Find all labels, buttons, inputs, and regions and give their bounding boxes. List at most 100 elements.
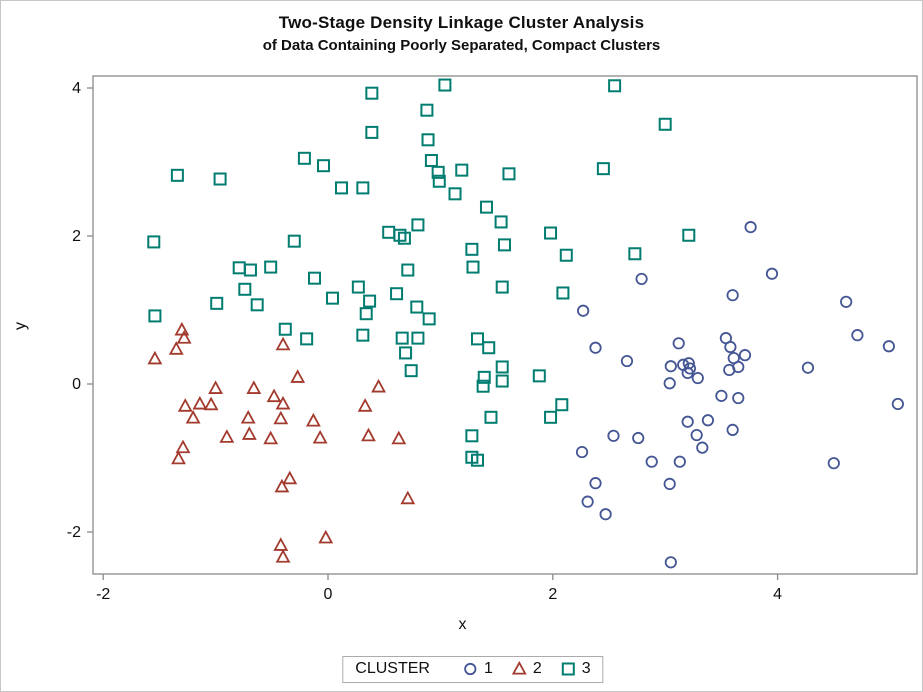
data-point-triangle bbox=[391, 430, 407, 445]
x-tick-label: 0 bbox=[324, 586, 333, 603]
data-point-triangle bbox=[371, 378, 386, 393]
data-point-triangle bbox=[275, 395, 291, 410]
data-point-triangle bbox=[361, 427, 376, 442]
data-point-square bbox=[232, 261, 246, 275]
data-point-square bbox=[210, 296, 224, 310]
data-point-square bbox=[628, 247, 642, 261]
data-point-square bbox=[476, 379, 490, 393]
data-point-circle bbox=[882, 340, 895, 353]
data-point-circle bbox=[673, 455, 686, 468]
y-tick-label: -2 bbox=[67, 524, 81, 541]
data-point-square bbox=[148, 309, 162, 323]
data-point-square bbox=[393, 228, 407, 242]
data-point-square bbox=[404, 364, 418, 378]
data-point-triangle bbox=[241, 426, 257, 440]
data-point-triangle bbox=[275, 549, 291, 563]
data-point-square bbox=[495, 360, 509, 374]
data-point-square bbox=[395, 331, 409, 345]
data-point-triangle bbox=[357, 398, 373, 412]
data-point-square bbox=[497, 238, 511, 252]
data-point-triangle bbox=[175, 439, 191, 454]
data-point-square bbox=[608, 79, 622, 93]
data-point-square bbox=[411, 331, 425, 345]
data-point-square bbox=[495, 374, 509, 388]
data-point-triangle bbox=[273, 537, 289, 551]
data-point-square bbox=[596, 162, 610, 176]
data-point-circle bbox=[851, 329, 864, 342]
data-point-circle bbox=[463, 662, 477, 676]
x-axis-label: x bbox=[458, 616, 467, 633]
data-point-square bbox=[382, 225, 396, 239]
legend: CLUSTER 1 2 3 bbox=[342, 656, 604, 683]
data-point-triangle bbox=[203, 396, 219, 411]
data-point-square bbox=[561, 662, 575, 676]
data-point-square bbox=[363, 294, 377, 308]
data-point-triangle bbox=[219, 429, 235, 443]
data-point-circle bbox=[732, 391, 745, 405]
data-point-triangle bbox=[266, 388, 282, 403]
data-point-square bbox=[264, 260, 278, 274]
data-point-triangle bbox=[185, 409, 201, 424]
legend-item-label: 2 bbox=[532, 660, 542, 677]
data-point-square bbox=[465, 429, 479, 443]
data-point-square bbox=[477, 370, 491, 384]
data-point-square bbox=[399, 346, 413, 360]
data-point-square bbox=[213, 172, 227, 186]
triangle-marker-icon bbox=[511, 661, 527, 675]
data-point-circle bbox=[701, 414, 715, 427]
data-point-circle bbox=[681, 366, 694, 379]
data-point-triangle bbox=[192, 395, 208, 410]
data-point-square bbox=[465, 242, 479, 256]
data-point-square bbox=[424, 154, 438, 168]
data-point-square bbox=[287, 234, 301, 248]
data-point-circle bbox=[589, 477, 602, 490]
legend-item-label: 1 bbox=[483, 660, 493, 677]
data-point-square bbox=[351, 280, 365, 294]
data-point-square bbox=[432, 174, 446, 188]
legend-item-cluster3: 3 bbox=[560, 660, 591, 678]
data-point-circle bbox=[672, 337, 685, 350]
data-point-square bbox=[250, 298, 264, 312]
data-point-circle bbox=[581, 495, 594, 508]
data-point-square bbox=[555, 398, 569, 412]
data-point-triangle bbox=[305, 412, 321, 427]
data-point-square bbox=[466, 260, 480, 274]
square-marker-icon bbox=[561, 662, 575, 676]
data-point-square bbox=[559, 248, 573, 262]
data-point-circle bbox=[664, 556, 677, 569]
circle-marker-icon bbox=[463, 662, 477, 676]
data-point-triangle bbox=[240, 409, 256, 424]
data-point-square bbox=[397, 231, 411, 245]
data-point-square bbox=[411, 218, 425, 232]
data-point-square bbox=[170, 168, 184, 182]
data-point-square bbox=[422, 312, 436, 326]
y-tick-label: 2 bbox=[72, 228, 81, 245]
legend-item-label: 3 bbox=[581, 660, 591, 677]
data-point-square bbox=[482, 341, 496, 355]
data-point-square bbox=[420, 103, 434, 117]
data-point-square bbox=[556, 286, 570, 300]
data-point-square bbox=[544, 410, 558, 424]
data-point-circle bbox=[663, 377, 676, 390]
chart-title: Two-Stage Density Linkage Cluster Analys… bbox=[278, 13, 645, 32]
data-point-square bbox=[448, 187, 462, 201]
data-point-triangle bbox=[290, 369, 306, 383]
y-tick-label: 0 bbox=[72, 376, 81, 393]
data-point-circle bbox=[891, 397, 904, 411]
data-point-square bbox=[401, 263, 415, 277]
data-point-square bbox=[431, 165, 445, 179]
data-point-triangle bbox=[168, 341, 184, 355]
data-point-square bbox=[470, 453, 484, 467]
data-point-circle bbox=[827, 457, 840, 470]
data-point-square bbox=[365, 125, 379, 139]
data-point-circle bbox=[575, 445, 589, 459]
data-point-square bbox=[455, 163, 469, 177]
data-point-square bbox=[495, 280, 509, 294]
data-point-square bbox=[544, 226, 558, 240]
data-point-square bbox=[390, 287, 404, 301]
data-point-square bbox=[297, 151, 311, 165]
plot-frame bbox=[92, 75, 918, 575]
data-point-square bbox=[365, 86, 379, 100]
data-point-triangle bbox=[176, 330, 192, 344]
